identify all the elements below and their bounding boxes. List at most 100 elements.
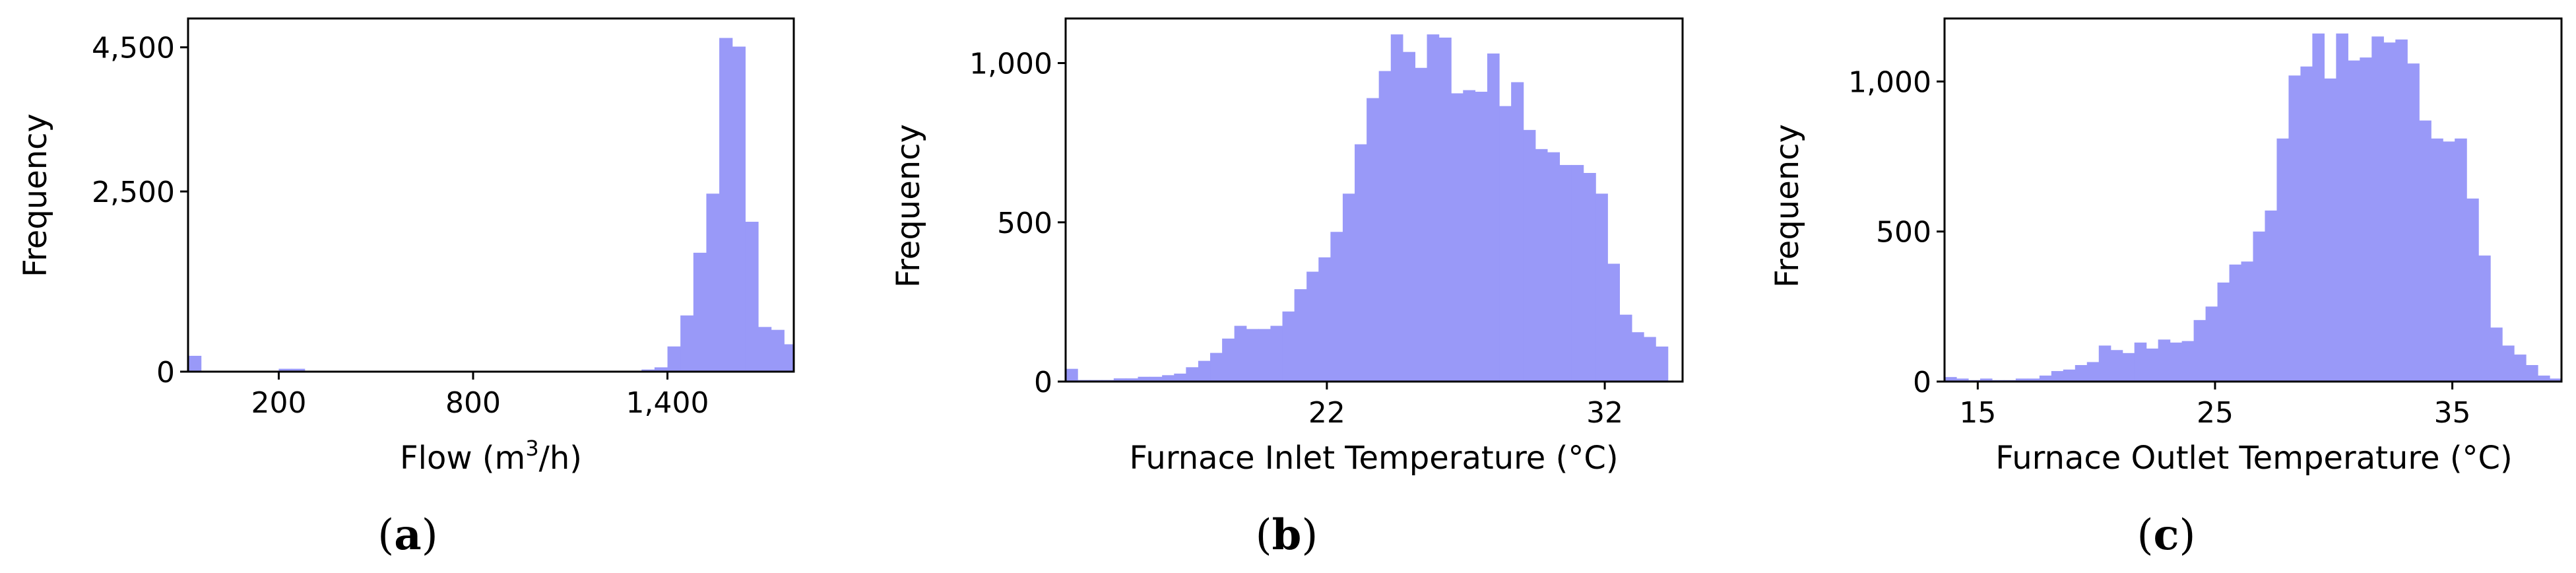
histogram-bar-c-35: [2360, 57, 2372, 382]
x-tick-label-a-0: 200: [251, 386, 306, 420]
histogram-bar-b-6: [1138, 376, 1151, 382]
histogram-bar-b-7: [1149, 376, 1163, 382]
histogram-bar-c-26: [2253, 231, 2266, 382]
histogram-bar-c-3: [1980, 378, 1993, 382]
histogram-bar-c-42: [2443, 141, 2455, 382]
histogram-bar-b-34: [1475, 91, 1488, 382]
histogram-bar-c-25: [2241, 261, 2254, 382]
y-tick-label-b-0: 0: [1034, 366, 1052, 399]
x-tick-label-c-2: 35: [2434, 396, 2471, 430]
histogram-bar-c-16: [2134, 342, 2147, 382]
histogram-bar-c-41: [2431, 138, 2443, 382]
x-axis-label-b: Furnace Inlet Temperature (°C): [1129, 440, 1618, 477]
histogram-bars-b: [1066, 34, 1669, 382]
histogram-bar-a-43: [745, 221, 759, 372]
plot-frame-c: [1943, 17, 2563, 383]
y-tick-label-c-2: 1,000: [1848, 65, 1931, 99]
histogram-bar-b-15: [1246, 329, 1259, 382]
histogram-bar-a-35: [641, 369, 655, 372]
histogram-bar-c-38: [2395, 39, 2408, 382]
histogram-bar-b-11: [1198, 360, 1211, 382]
histogram-bar-b-31: [1438, 37, 1452, 382]
histogram-bar-c-15: [2122, 353, 2135, 382]
histogram-bar-b-49: [1656, 346, 1669, 382]
histogram-bar-b-47: [1631, 332, 1644, 382]
y-axis-label-c: Frequency: [1769, 124, 1806, 288]
histogram-bar-c-34: [2348, 60, 2360, 382]
histogram-bar-c-17: [2146, 349, 2159, 382]
histogram-bar-b-29: [1415, 67, 1428, 382]
histogram-bar-b-36: [1499, 106, 1512, 382]
x-tick-label-b-0: 22: [1308, 396, 1345, 430]
histogram-bar-c-49: [2526, 365, 2538, 382]
histogram-bar-c-6: [2015, 378, 2028, 382]
histogram-bar-b-13: [1222, 338, 1235, 382]
histogram-bar-c-45: [2478, 255, 2491, 382]
axis-ticks-c: 0 500 1,000 15 25 35: [1848, 65, 2471, 430]
histogram-bar-c-9: [2051, 371, 2064, 382]
histogram-bar-c-39: [2407, 63, 2420, 382]
histogram-bar-b-18: [1282, 311, 1295, 382]
y-tick-label-b-1: 500: [997, 207, 1052, 240]
x-tick-label-a-2: 1,400: [626, 386, 709, 420]
histogram-panel-c: 0 500 1,000 15 25 35 Frequency Furnace Outlet…: [1769, 17, 2563, 560]
histogram-bar-a-36: [654, 367, 668, 372]
histogram-bar-b-48: [1644, 337, 1656, 382]
histogram-bar-c-13: [2098, 345, 2111, 382]
y-tick-label-a-2: 4,500: [92, 32, 175, 65]
histogram-bar-c-40: [2419, 120, 2431, 382]
histogram-bar-c-37: [2383, 42, 2396, 382]
histogram-bar-b-39: [1535, 149, 1548, 382]
x-axis-label-c: Furnace Outlet Temperature (°C): [1995, 440, 2513, 477]
x-axis-label-a-sup: 3: [525, 436, 538, 461]
histogram-bar-b-25: [1367, 98, 1380, 382]
histogram-bar-a-0: [188, 355, 202, 372]
histogram-bar-a-7: [278, 368, 292, 372]
histogram-bar-c-29: [2288, 75, 2302, 382]
histogram-bar-b-33: [1463, 90, 1475, 382]
histogram-bar-b-19: [1294, 289, 1307, 382]
histogram-bar-c-48: [2514, 354, 2527, 382]
axis-ticks-b: 0 500 1,000 22 32: [969, 48, 1623, 430]
histogram-bar-b-44: [1595, 193, 1608, 382]
histogram-bar-c-10: [2063, 369, 2076, 382]
histogram-bar-b-26: [1378, 71, 1392, 382]
histogram-bar-c-12: [2086, 362, 2100, 382]
histogram-bar-a-44: [758, 327, 772, 372]
histogram-bar-c-33: [2336, 33, 2348, 382]
histogram-bar-a-8: [292, 368, 306, 372]
panel-label-c: (c): [2137, 510, 2196, 560]
histogram-bar-c-20: [2181, 341, 2195, 382]
x-tick-label-a-1: 800: [445, 386, 501, 420]
histogram-bar-b-46: [1619, 314, 1632, 382]
histogram-bar-b-45: [1607, 263, 1620, 382]
histogram-bar-b-30: [1427, 34, 1440, 382]
histogram-bar-c-8: [2039, 375, 2052, 382]
histogram-bar-c-23: [2217, 283, 2230, 382]
histogram-bar-b-27: [1390, 34, 1403, 382]
x-axis-label-a-tail: /h): [539, 440, 582, 477]
x-tick-label-c-0: 15: [1959, 396, 1996, 430]
histogram-bar-c-30: [2300, 66, 2313, 382]
histogram-bar-c-22: [2205, 306, 2218, 382]
histogram-bar-c-32: [2324, 78, 2336, 382]
histogram-bar-b-41: [1559, 164, 1572, 382]
histogram-bar-a-37: [667, 346, 681, 372]
histogram-bar-b-23: [1342, 193, 1355, 382]
histogram-bar-c-18: [2158, 339, 2171, 382]
histogram-bar-c-44: [2466, 198, 2479, 382]
histogram-bar-b-17: [1270, 325, 1283, 382]
histogram-bar-c-51: [2550, 378, 2562, 382]
x-tick-label-b-1: 32: [1586, 396, 1623, 430]
histogram-bars-c: [1945, 33, 2562, 382]
histogram-bar-a-46: [784, 344, 794, 372]
histogram-bars-a: [188, 38, 794, 372]
histogram-bar-b-10: [1186, 367, 1199, 382]
histogram-bar-b-32: [1451, 93, 1464, 382]
panel-label-a: (a): [377, 510, 437, 560]
histogram-bar-a-38: [680, 315, 694, 372]
histogram-bar-c-19: [2170, 342, 2183, 382]
histogram-bar-b-16: [1258, 329, 1271, 382]
histogram-bar-c-43: [2455, 138, 2467, 382]
histogram-bar-b-4: [1113, 378, 1126, 382]
